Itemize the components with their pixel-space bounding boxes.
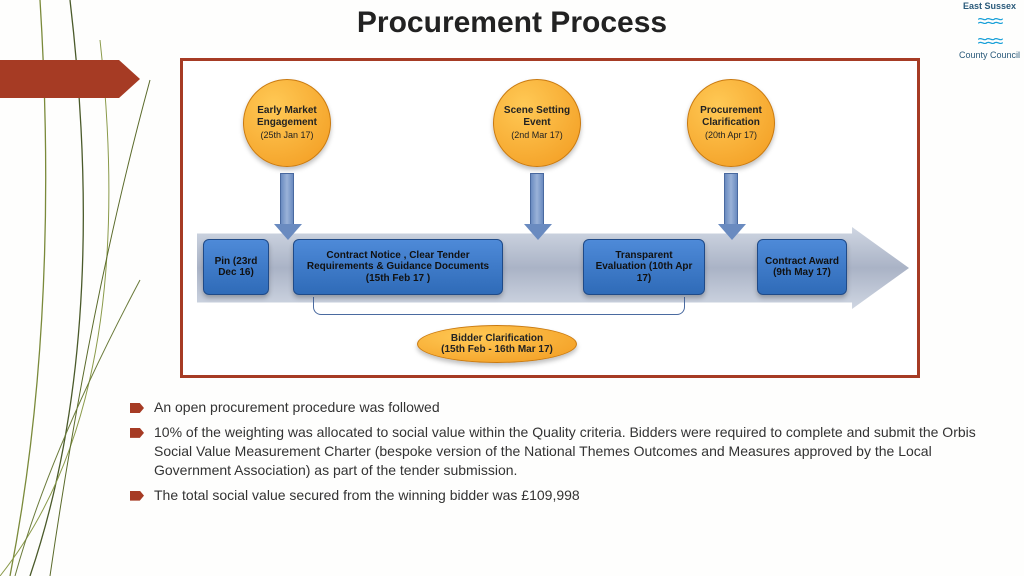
stage-box: Contract Award (9th May 17) bbox=[757, 239, 847, 295]
milestone-circle: Procurement Clarification(20th Apr 17) bbox=[687, 79, 775, 167]
stage-box: Contract Notice , Clear Tender Requireme… bbox=[293, 239, 503, 295]
connector-arrow bbox=[530, 173, 544, 227]
bidder-connector bbox=[313, 297, 685, 315]
bullet-list: An open procurement procedure was follow… bbox=[130, 392, 1000, 510]
bullet-item: 10% of the weighting was allocated to so… bbox=[130, 423, 1000, 480]
slide-accent-arrow bbox=[0, 60, 140, 98]
connector-arrow bbox=[724, 173, 738, 227]
org-logo: East Sussex ≈≈≈≈≈≈ County Council bbox=[959, 2, 1020, 61]
page-title: Procurement Process bbox=[0, 6, 1024, 40]
milestone-circle: Scene Setting Event(2nd Mar 17) bbox=[493, 79, 581, 167]
stage-box: Pin (23rd Dec 16) bbox=[203, 239, 269, 295]
bidder-clarification-oval: Bidder Clarification(15th Feb - 16th Mar… bbox=[417, 325, 577, 363]
stage-box: Transparent Evaluation (10th Apr 17) bbox=[583, 239, 705, 295]
milestone-circle: Early Market Engagement(25th Jan 17) bbox=[243, 79, 331, 167]
bullet-item: The total social value secured from the … bbox=[130, 486, 1000, 505]
process-diagram: Early Market Engagement(25th Jan 17) Scen… bbox=[180, 58, 920, 378]
connector-arrow bbox=[280, 173, 294, 227]
bullet-item: An open procurement procedure was follow… bbox=[130, 398, 1000, 417]
